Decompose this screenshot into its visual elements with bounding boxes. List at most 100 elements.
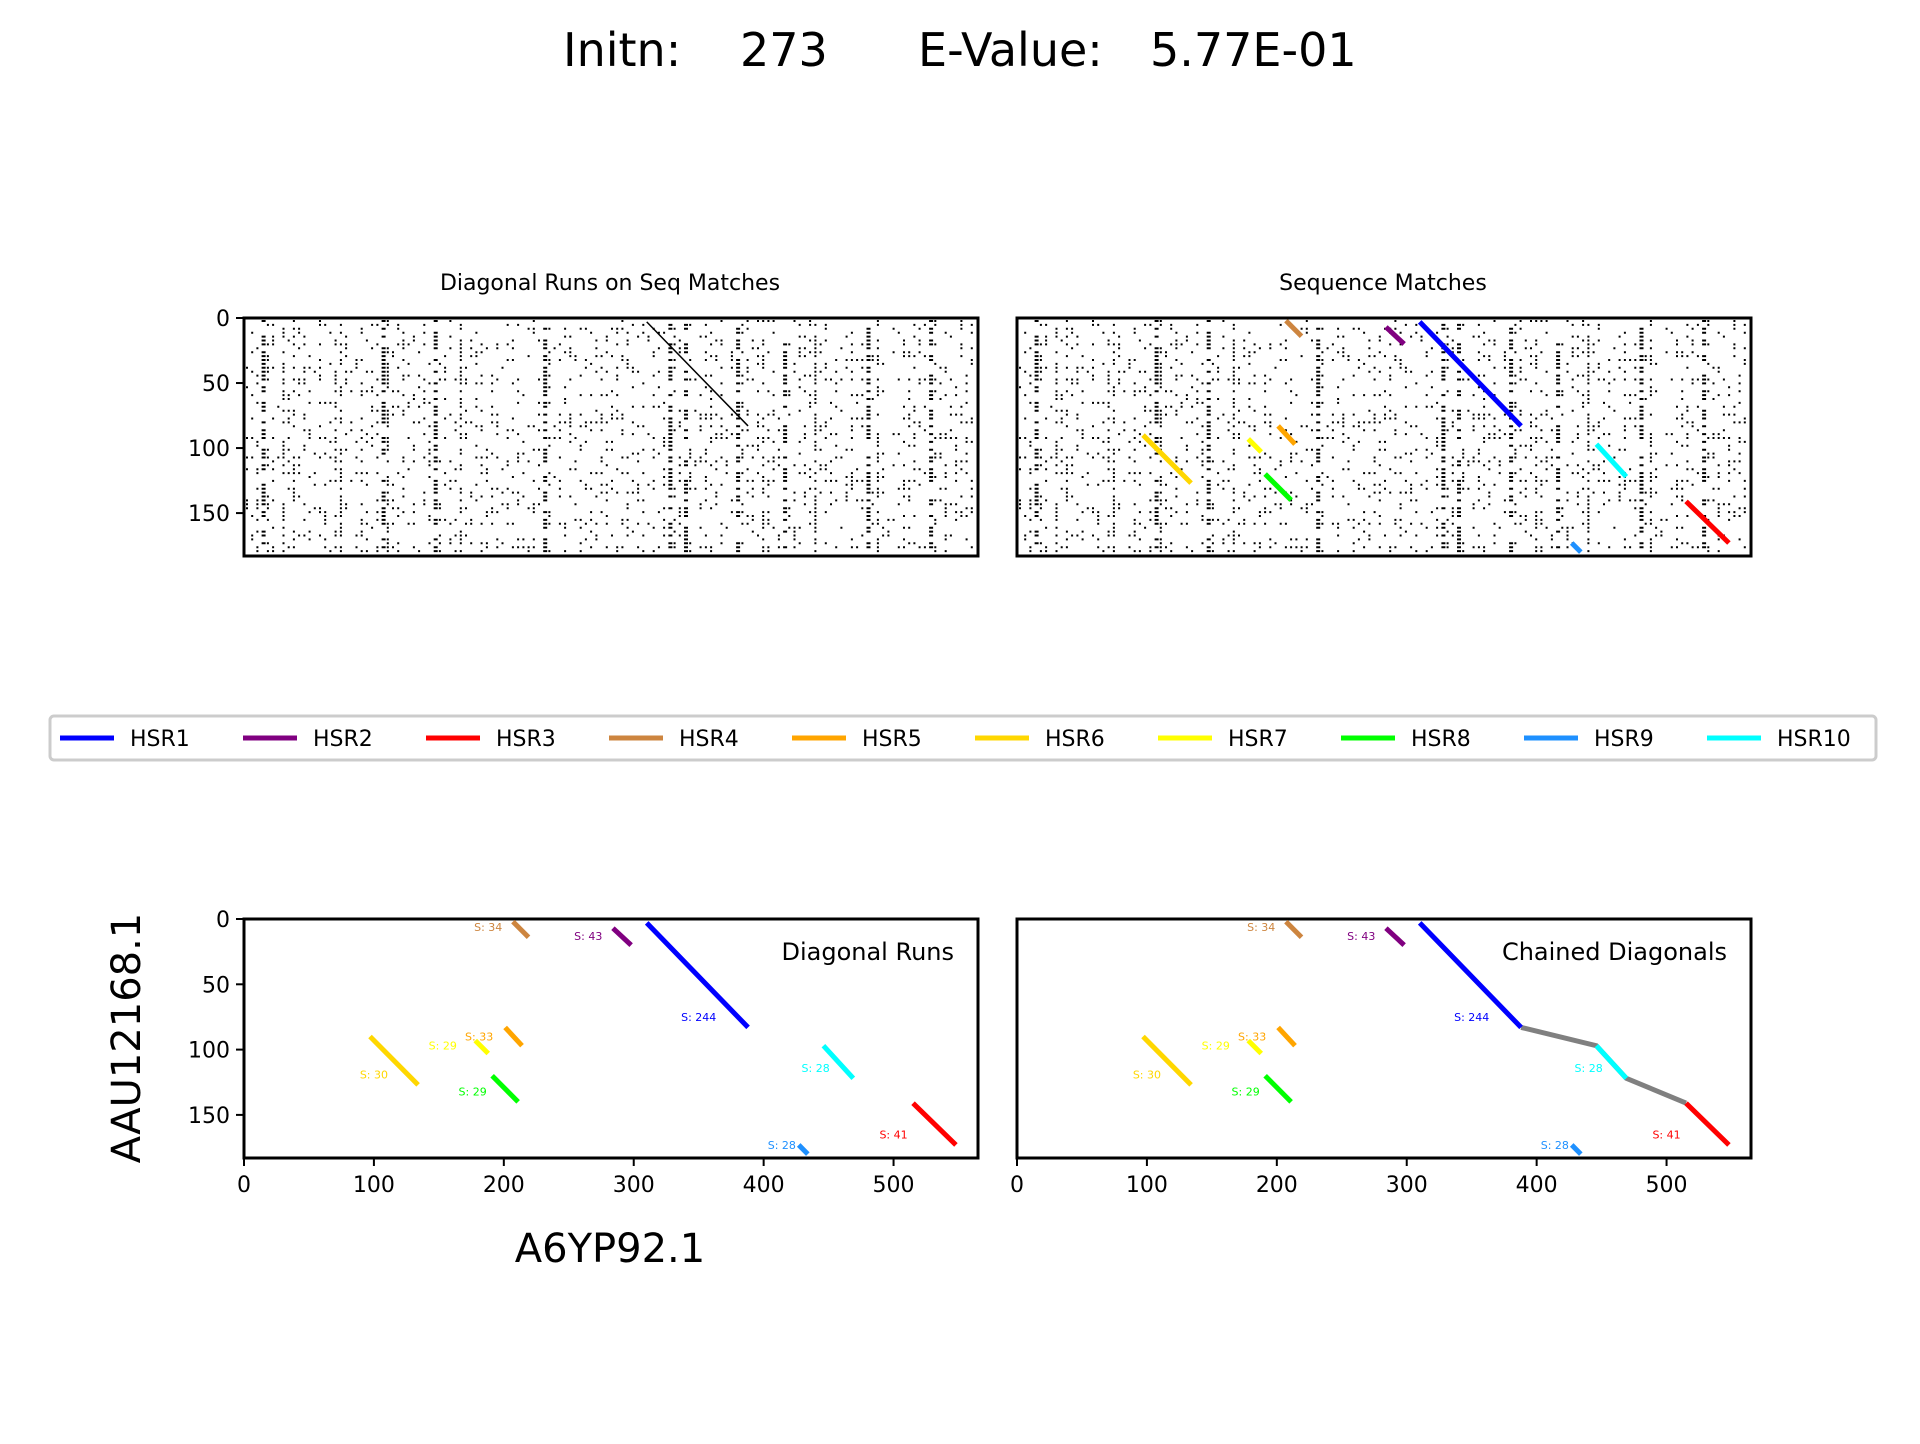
hsr-segment-hsr2	[611, 926, 633, 947]
hsr-segment-hsr9	[796, 1143, 810, 1156]
hsr-segments-bottom-right: S: 244 S: 43 S: 41 S: 34 S: 33 S: 30 S: 29 S: 2…	[1133, 919, 1731, 1156]
match-dots-left	[246, 320, 973, 553]
legend-label-hsr1: HSR1	[130, 727, 190, 752]
hsr-segments-bottom-left: S: 244 S: 43 S: 41 S: 34 S: 33 S: 30 S: 29 S: 2…	[360, 919, 958, 1156]
hsr-segment-hsr8	[490, 1073, 520, 1104]
y-tick-label: 100	[188, 437, 230, 462]
score-label: S: 41	[1652, 1128, 1680, 1141]
top-left-panel: 0 50 100 150	[188, 307, 980, 558]
hsr-segment-hsr10	[1594, 442, 1629, 479]
y-ticks-top-left: 0 50 100 150	[188, 307, 244, 527]
hsr-segment-hsr5	[1276, 1025, 1297, 1048]
legend-label-hsr3: HSR3	[496, 727, 556, 752]
y-axis-label: AAU12168.1	[104, 913, 150, 1164]
y-tick-label: 150	[188, 1104, 230, 1129]
top-right-panel	[1015, 316, 1753, 558]
hsr-segment-hsr4	[1284, 318, 1304, 338]
x-tick-label: 0	[1010, 1173, 1024, 1198]
title-initn-label: Initn:	[563, 23, 681, 77]
bottom-right-panel: S: 244 S: 43 S: 41 S: 34 S: 33 S: 30 S: 29 S: 2…	[1010, 917, 1753, 1198]
hsr-segment-hsr6	[368, 1034, 420, 1087]
hsr-segment-hsr4	[1284, 919, 1304, 940]
score-label: S: 28	[1575, 1062, 1603, 1075]
score-label: S: 29	[1202, 1040, 1230, 1053]
score-label: S: 244	[1454, 1011, 1489, 1024]
score-label: S: 43	[1347, 930, 1375, 943]
x-tick-label: 100	[1126, 1173, 1168, 1198]
x-axis-label: A6YP92.1	[515, 1226, 705, 1272]
legend-label-hsr7: HSR7	[1228, 727, 1288, 752]
x-tick-label: 400	[1516, 1173, 1558, 1198]
score-label: S: 30	[1133, 1068, 1161, 1081]
legend-label-hsr9: HSR9	[1594, 727, 1654, 752]
legend-label-hsr2: HSR2	[313, 727, 373, 752]
score-label: S: 34	[1247, 921, 1275, 934]
x-tick-label: 500	[1646, 1173, 1688, 1198]
score-label: S: 28	[802, 1062, 830, 1075]
score-label: S: 41	[879, 1128, 907, 1141]
bottom-right-label: Chained Diagonals	[1502, 938, 1727, 966]
hsr-segment-hsr4	[511, 919, 531, 940]
hsr-segment-hsr8	[1263, 472, 1293, 502]
y-tick-label: 0	[216, 307, 230, 332]
score-label: S: 29	[459, 1085, 487, 1098]
hsr-segment-hsr2	[1384, 926, 1406, 947]
hsr-segment-hsr9	[1569, 541, 1583, 554]
score-label: S: 29	[429, 1040, 457, 1053]
bottom-left-label: Diagonal Runs	[781, 938, 954, 966]
hsr-segment-hsr1	[1417, 921, 1523, 1030]
hsr-segment-hsr9	[1569, 1143, 1583, 1156]
score-label: S: 33	[1238, 1030, 1266, 1043]
score-label: S: 244	[681, 1011, 716, 1024]
top-right-title: Sequence Matches	[1279, 271, 1487, 296]
hsr-segment-hsr3	[1684, 499, 1731, 545]
hsr-segment-hsr8	[1263, 1073, 1293, 1104]
x-tick-label: 100	[353, 1173, 395, 1198]
ticks-bottom-right: 0 100 200 300 400 500	[1010, 1158, 1688, 1198]
legend-label-hsr6: HSR6	[1045, 727, 1105, 752]
y-tick-label: 100	[188, 1039, 230, 1064]
x-tick-label: 200	[1256, 1173, 1298, 1198]
legend: HSR1 HSR2 HSR3 HSR4 HSR5 HSR6 HSR7 HSR8 HSR9 HSR1…	[48, 714, 1878, 762]
hsr-segment-hsr6	[1141, 1034, 1193, 1087]
score-label: S: 33	[465, 1030, 493, 1043]
hsr-segment-hsr10	[821, 1043, 856, 1081]
top-left-title: Diagonal Runs on Seq Matches	[440, 271, 780, 296]
x-tick-label: 300	[1386, 1173, 1428, 1198]
hsr-segment-hsr7	[473, 1038, 491, 1056]
x-tick-label: 200	[483, 1173, 525, 1198]
diagonal-run-faint	[646, 321, 749, 427]
y-tick-label: 50	[202, 973, 230, 998]
legend-label-hsr4: HSR4	[679, 727, 739, 752]
legend-label-hsr10: HSR10	[1777, 727, 1851, 752]
score-label: S: 43	[574, 930, 602, 943]
x-tick-label: 0	[237, 1173, 251, 1198]
legend-label-hsr8: HSR8	[1411, 727, 1471, 752]
hsr-segment-hsr2	[1384, 325, 1406, 346]
title-evalue-value: 5.77E-01	[1150, 23, 1357, 77]
hsr-segment-hsr10	[1594, 1043, 1629, 1081]
x-tick-label: 300	[613, 1173, 655, 1198]
title-evalue-label: E-Value:	[918, 23, 1103, 77]
score-label: S: 28	[1541, 1139, 1569, 1152]
hsr-segment-hsr1	[1417, 320, 1523, 428]
x-tick-label: 500	[873, 1173, 915, 1198]
hsr-segment-hsr3	[911, 1101, 958, 1147]
hsr-segment-hsr7	[1246, 437, 1264, 454]
bottom-left-panel: S: 244 S: 43 S: 41 S: 34 S: 33 S: 30 S: 29 S: 2…	[188, 908, 980, 1198]
score-label: S: 28	[768, 1139, 796, 1152]
hsr-segment-hsr6	[1141, 433, 1193, 485]
hsr-segment-hsr5	[503, 1025, 524, 1048]
ticks-bottom-left: 0 50 100 150 0 100 200 300 400 500	[188, 908, 915, 1198]
title-initn-value: 273	[740, 23, 828, 77]
score-label: S: 29	[1232, 1085, 1260, 1098]
y-tick-label: 50	[202, 372, 230, 397]
y-tick-label: 150	[188, 502, 230, 527]
legend-label-hsr5: HSR5	[862, 727, 922, 752]
score-label: S: 30	[360, 1068, 388, 1081]
hsr-segment-hsr7	[1246, 1038, 1264, 1056]
x-tick-label: 400	[743, 1173, 785, 1198]
hsr-segment-hsr3	[1684, 1101, 1731, 1147]
hsr-segments-top-right	[1141, 318, 1731, 554]
